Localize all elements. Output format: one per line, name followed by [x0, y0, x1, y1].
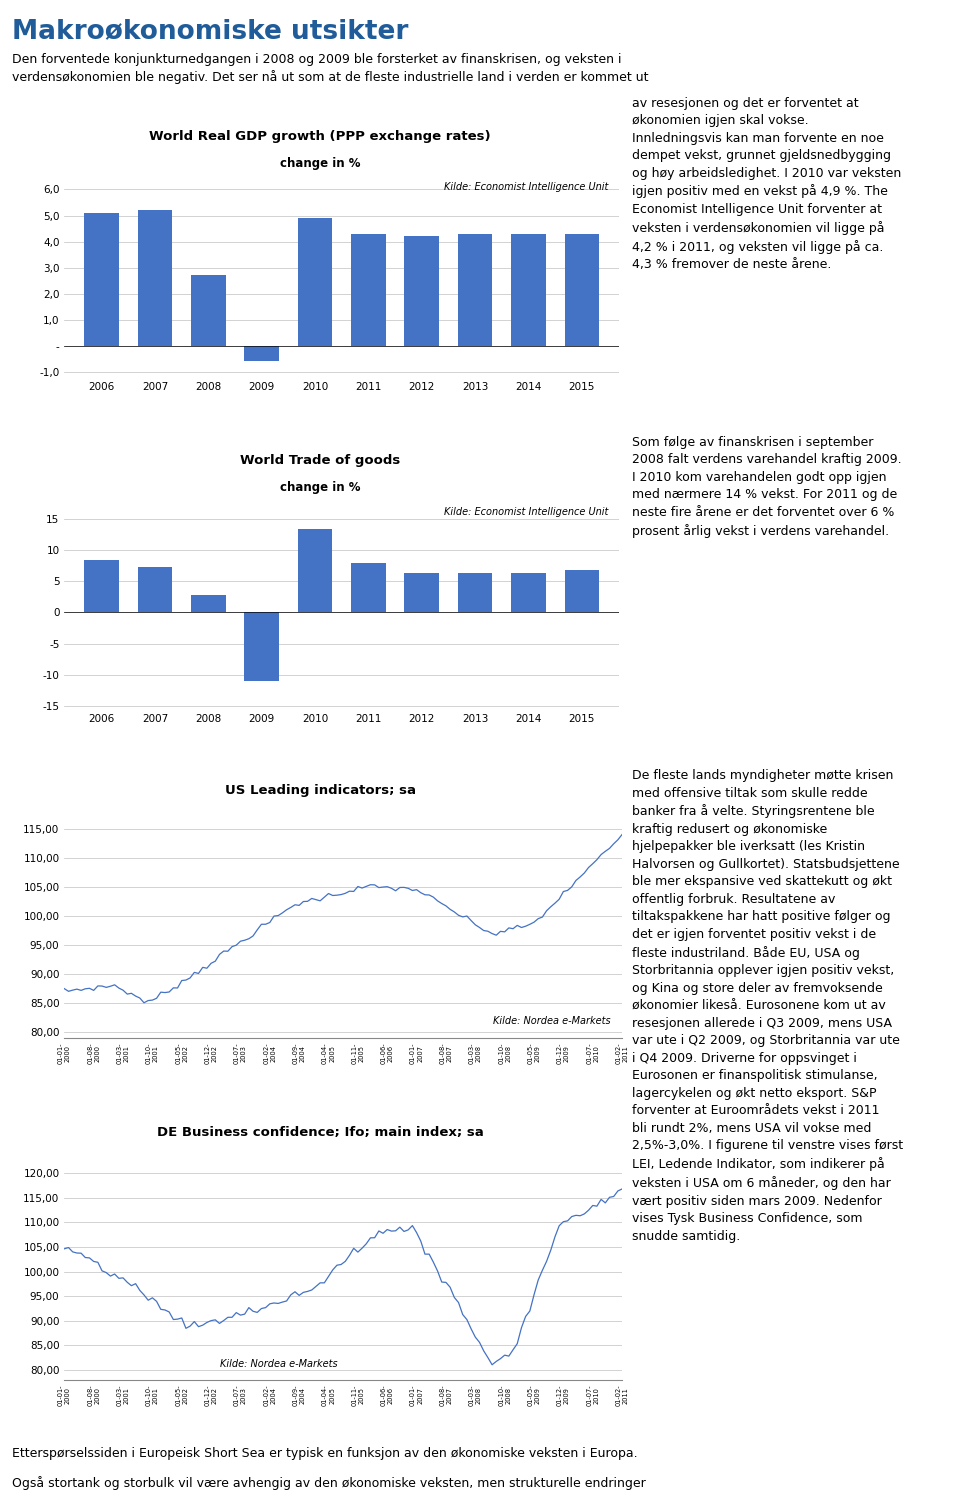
Text: DE Business confidence; Ifo; main index; sa: DE Business confidence; Ifo; main index;…: [156, 1126, 484, 1140]
Bar: [137, 210, 173, 345]
Bar: [298, 219, 332, 345]
Bar: [458, 234, 492, 345]
Text: Den forventede konjunkturnedgangen i 2008 og 2009 ble forsterket av finanskrisen: Den forventede konjunkturnedgangen i 200…: [12, 53, 648, 84]
Text: World Trade of goods: World Trade of goods: [240, 454, 400, 467]
Bar: [245, 612, 279, 680]
Bar: [191, 596, 226, 612]
Text: Kilde: Nordea e-Markets: Kilde: Nordea e-Markets: [493, 1016, 611, 1027]
Bar: [245, 345, 279, 362]
Bar: [564, 570, 599, 612]
Text: Kilde: Nordea e-Markets: Kilde: Nordea e-Markets: [221, 1359, 338, 1369]
Bar: [84, 559, 119, 612]
Bar: [84, 213, 119, 345]
Bar: [351, 234, 386, 345]
Text: De fleste lands myndigheter møtte krisen
med offensive tiltak som skulle redde
b: De fleste lands myndigheter møtte krisen…: [632, 769, 902, 1243]
Text: av resesjonen og det er forventet at
økonomien igjen skal vokse.
Innledningsvis : av resesjonen og det er forventet at øko…: [632, 97, 900, 271]
Text: Som følge av finanskrisen i september
2008 falt verdens varehandel kraftig 2009.: Som følge av finanskrisen i september 20…: [632, 436, 901, 538]
Bar: [137, 567, 173, 612]
Text: Makroøkonomiske utsikter: Makroøkonomiske utsikter: [12, 18, 408, 44]
Bar: [511, 234, 546, 345]
Bar: [404, 573, 439, 612]
Text: Også stortank og storbulk vil være avhengig av den økonomiske veksten, men struk: Også stortank og storbulk vil være avhen…: [12, 1476, 645, 1490]
Text: Kilde: Economist Intelligence Unit: Kilde: Economist Intelligence Unit: [444, 507, 608, 517]
Bar: [351, 564, 386, 612]
Text: Kilde: Economist Intelligence Unit: Kilde: Economist Intelligence Unit: [444, 182, 608, 193]
Text: change in %: change in %: [280, 157, 360, 170]
Bar: [191, 276, 226, 345]
Bar: [511, 573, 546, 612]
Text: change in %: change in %: [280, 481, 360, 495]
Bar: [298, 529, 332, 612]
Bar: [564, 234, 599, 345]
Text: US Leading indicators; sa: US Leading indicators; sa: [225, 784, 416, 798]
Bar: [458, 573, 492, 612]
Bar: [404, 237, 439, 345]
Text: Etterspørselssiden i Europeisk Short Sea er typisk en funksjon av den økonomiske: Etterspørselssiden i Europeisk Short Sea…: [12, 1448, 637, 1460]
Text: World Real GDP growth (PPP exchange rates): World Real GDP growth (PPP exchange rate…: [150, 130, 491, 143]
